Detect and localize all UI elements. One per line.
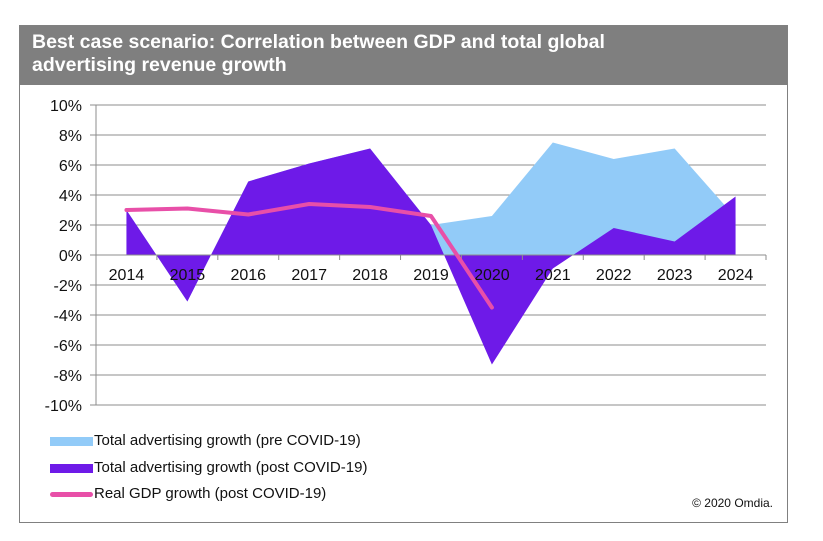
x-tick-label: 2014 xyxy=(109,267,145,284)
legend-label-pre: Total advertising growth (pre COVID-19) xyxy=(94,432,361,449)
x-tick-label: 2023 xyxy=(657,267,693,284)
y-tick-label: 10% xyxy=(50,98,82,115)
title-line-1: Best case scenario: Correlation between … xyxy=(32,31,605,53)
x-tick-label: 2019 xyxy=(413,267,449,284)
legend-label-gdp: Real GDP growth (post COVID-19) xyxy=(94,485,327,502)
y-tick-label: 0% xyxy=(59,248,82,265)
legend-label-post: Total advertising growth (post COVID-19) xyxy=(94,459,368,476)
chart-frame: Best case scenario: Correlation between … xyxy=(19,25,788,523)
y-tick-label: 8% xyxy=(59,128,82,145)
y-tick-label: -2% xyxy=(54,278,82,295)
legend-swatch-pre xyxy=(50,437,93,446)
y-tick-label: -6% xyxy=(54,338,82,355)
x-tick-label: 2017 xyxy=(291,267,327,284)
y-tick-label: -8% xyxy=(54,368,82,385)
x-tick-label: 2024 xyxy=(718,267,754,284)
x-tick-label: 2022 xyxy=(596,267,632,284)
x-tick-label: 2016 xyxy=(230,267,266,284)
x-tick-label: 2021 xyxy=(535,267,571,284)
copyright: © 2020 Omdia. xyxy=(692,496,773,510)
legend-swatch-gdp xyxy=(50,492,93,497)
chart-title: Best case scenario: Correlation between … xyxy=(20,26,787,85)
chart-svg: 10% 8% 6% 4% 2% 0% -2% -4% -6% -8% -10% 2014 2015 201… xyxy=(45,98,767,415)
title-line-2: advertising revenue growth xyxy=(32,54,287,76)
area-post-covid xyxy=(126,148,736,365)
y-tick-label: -10% xyxy=(45,398,82,415)
x-tick-label: 2015 xyxy=(170,267,206,284)
legend-swatch-post xyxy=(50,464,93,473)
x-tick-label: 2018 xyxy=(352,267,388,284)
y-tick-label: -4% xyxy=(54,308,82,325)
y-tick-label: 2% xyxy=(59,218,82,235)
y-tick-label: 6% xyxy=(59,158,82,175)
y-tick-label: 4% xyxy=(59,188,82,205)
x-tick-label: 2020 xyxy=(474,267,510,284)
